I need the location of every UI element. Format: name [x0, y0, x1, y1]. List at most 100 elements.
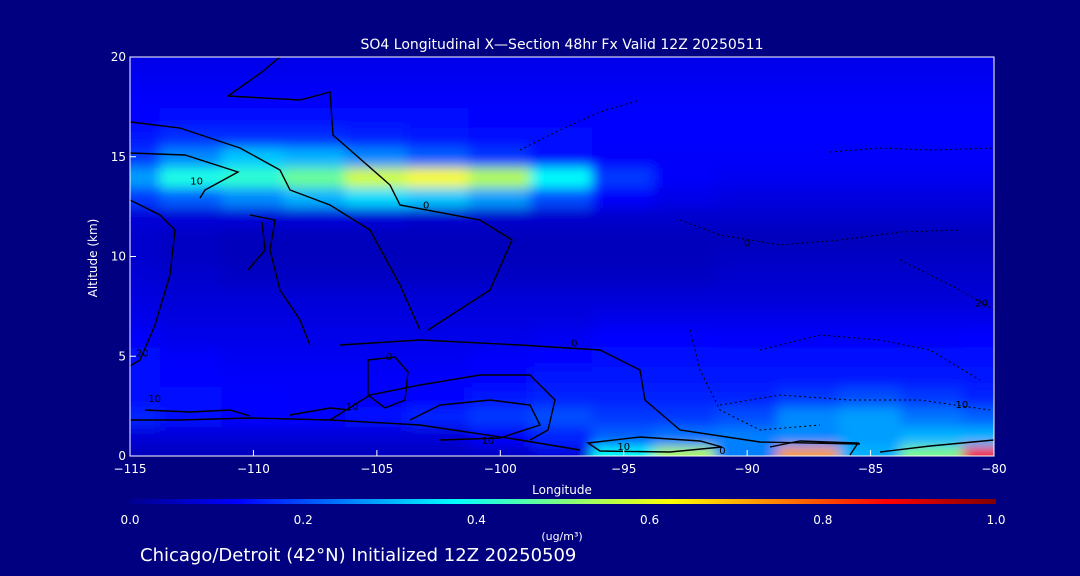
- heatmap-cell: [345, 285, 409, 308]
- contour-line: [769, 440, 860, 456]
- heatmap-cell: [159, 65, 224, 88]
- heatmap-cell: [900, 65, 965, 88]
- heatmap-cell: [130, 185, 162, 208]
- heatmap-cell: [715, 385, 779, 408]
- heatmap-cell: [530, 85, 594, 108]
- heatmap-cell: [406, 85, 471, 108]
- heatmap-cell: [653, 205, 718, 228]
- heatmap-cell: [653, 305, 718, 328]
- heatmap-cell: [653, 145, 718, 168]
- heatmap-cell: [777, 385, 841, 408]
- heatmap-cell: [468, 425, 533, 448]
- x-tick-label: −85: [858, 462, 883, 476]
- heatmap-cell: [653, 245, 718, 268]
- heatmap-cell: [345, 365, 409, 388]
- x-axis-label: Longitude: [532, 483, 592, 497]
- heatmap-cell: [900, 125, 965, 148]
- heatmap-cell: [130, 165, 162, 188]
- heatmap-cell: [777, 85, 841, 108]
- heatmap-cell: [406, 57, 471, 68]
- heatmap-cell: [345, 305, 409, 328]
- heatmap-cell: [159, 425, 224, 448]
- heatmap-cell: [777, 185, 841, 208]
- contour-labels: 10 0 0 0 0 20 10 10 10 10 0 10 20: [136, 177, 988, 456]
- heatmap-cell: [159, 205, 224, 228]
- heatmap-cell: [715, 405, 779, 428]
- caption: Chicago/Detroit (42°N) Initialized 12Z 2…: [140, 545, 576, 566]
- colorbar-tick-label: 0.0: [120, 513, 139, 527]
- heatmap-cell: [530, 205, 594, 228]
- heatmap-cell: [962, 245, 994, 268]
- heatmap-cell: [591, 105, 656, 128]
- y-axis-label: Altitude (km): [86, 219, 100, 298]
- contour-line: [130, 121, 421, 331]
- heatmap-cell: [962, 225, 994, 248]
- colorbar-ticks: 0.0 0.2 0.4 0.6 0.8 1.0: [120, 513, 1005, 527]
- x-tick-label: −110: [237, 462, 270, 476]
- heatmap-cell: [962, 265, 994, 288]
- heatmap-cell: [777, 325, 841, 348]
- heatmap-cell: [591, 325, 656, 348]
- heatmap-cell: [653, 165, 718, 188]
- heatmap-cell: [159, 365, 224, 388]
- heatmap-cell: [283, 365, 347, 388]
- heatmap-cell: [468, 65, 533, 88]
- x-tick-label: −90: [734, 462, 759, 476]
- heatmap-cell: [221, 345, 286, 368]
- heatmap-cell: [345, 125, 409, 148]
- heatmap-cell: [715, 245, 779, 268]
- contour-dashed: [519, 99, 994, 431]
- heatmap-cell: [777, 57, 841, 68]
- x-tick-label: −115: [114, 462, 147, 476]
- heatmap-cell: [591, 285, 656, 308]
- heatmap-cell: [962, 305, 994, 328]
- heatmap-cell: [221, 425, 286, 448]
- heatmap-cell: [221, 125, 286, 148]
- heatmap-cell: [283, 105, 347, 128]
- heatmap-cell: [838, 65, 903, 88]
- heatmap-cell: [283, 325, 347, 348]
- heatmap-cell: [715, 205, 779, 228]
- heatmap-cell: [530, 225, 594, 248]
- contour-label: 10: [190, 177, 203, 188]
- heatmap-cell: [838, 305, 903, 328]
- heatmap-cell: [130, 285, 162, 308]
- heatmap-cell: [130, 245, 162, 268]
- contour-line: [586, 436, 723, 453]
- heatmap-cell: [221, 185, 286, 208]
- heatmap-cell: [653, 65, 718, 88]
- heatmap-cell: [591, 185, 656, 208]
- contour-line: [409, 399, 541, 441]
- heatmap-cell: [591, 85, 656, 108]
- y-tick-label: 0: [118, 449, 126, 463]
- heatmap-cell: [715, 325, 779, 348]
- heatmap-cell: [130, 365, 162, 388]
- heatmap-cell: [900, 145, 965, 168]
- heatmap-cell: [530, 165, 594, 188]
- colorbar: [130, 499, 996, 504]
- heatmap-cell: [530, 65, 594, 88]
- heatmap-cell: [838, 57, 903, 68]
- heatmap-cell: [221, 57, 286, 68]
- heatmap-cell: [406, 105, 471, 128]
- heatmap-cell: [838, 265, 903, 288]
- contour-label: 10: [148, 394, 161, 405]
- heatmap-cell: [653, 57, 718, 68]
- heatmap-cell: [159, 165, 224, 188]
- contour-label: 10: [482, 436, 495, 447]
- heatmap-cell: [530, 57, 594, 68]
- contour-line: [759, 334, 981, 381]
- heatmap-cell: [653, 385, 718, 408]
- x-axis: −115 −110 −105 −100 −95 −90 −85 −80: [114, 450, 1007, 476]
- heatmap-cell: [591, 305, 656, 328]
- heatmap-cell: [283, 57, 347, 68]
- contour-line: [679, 219, 961, 246]
- heatmap-cell: [900, 225, 965, 248]
- heatmap-cell: [653, 365, 718, 388]
- heatmap-cell: [345, 165, 409, 188]
- heatmap-cell: [962, 325, 994, 348]
- heatmap-cell: [221, 285, 286, 308]
- y-tick-label: 10: [111, 250, 126, 264]
- heatmap-cell: [130, 385, 162, 408]
- contour-label: 10: [956, 400, 969, 411]
